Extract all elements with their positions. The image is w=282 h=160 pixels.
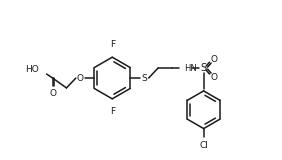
Text: F: F xyxy=(110,107,115,116)
Text: HO: HO xyxy=(25,65,39,74)
Text: S: S xyxy=(201,63,207,73)
Text: HN: HN xyxy=(184,64,197,73)
Text: F: F xyxy=(110,40,115,49)
Text: O: O xyxy=(77,73,84,83)
Text: O: O xyxy=(210,72,217,82)
Text: Cl: Cl xyxy=(199,141,208,150)
Text: O: O xyxy=(49,89,56,98)
Text: O: O xyxy=(210,55,217,64)
Text: S: S xyxy=(141,73,147,83)
